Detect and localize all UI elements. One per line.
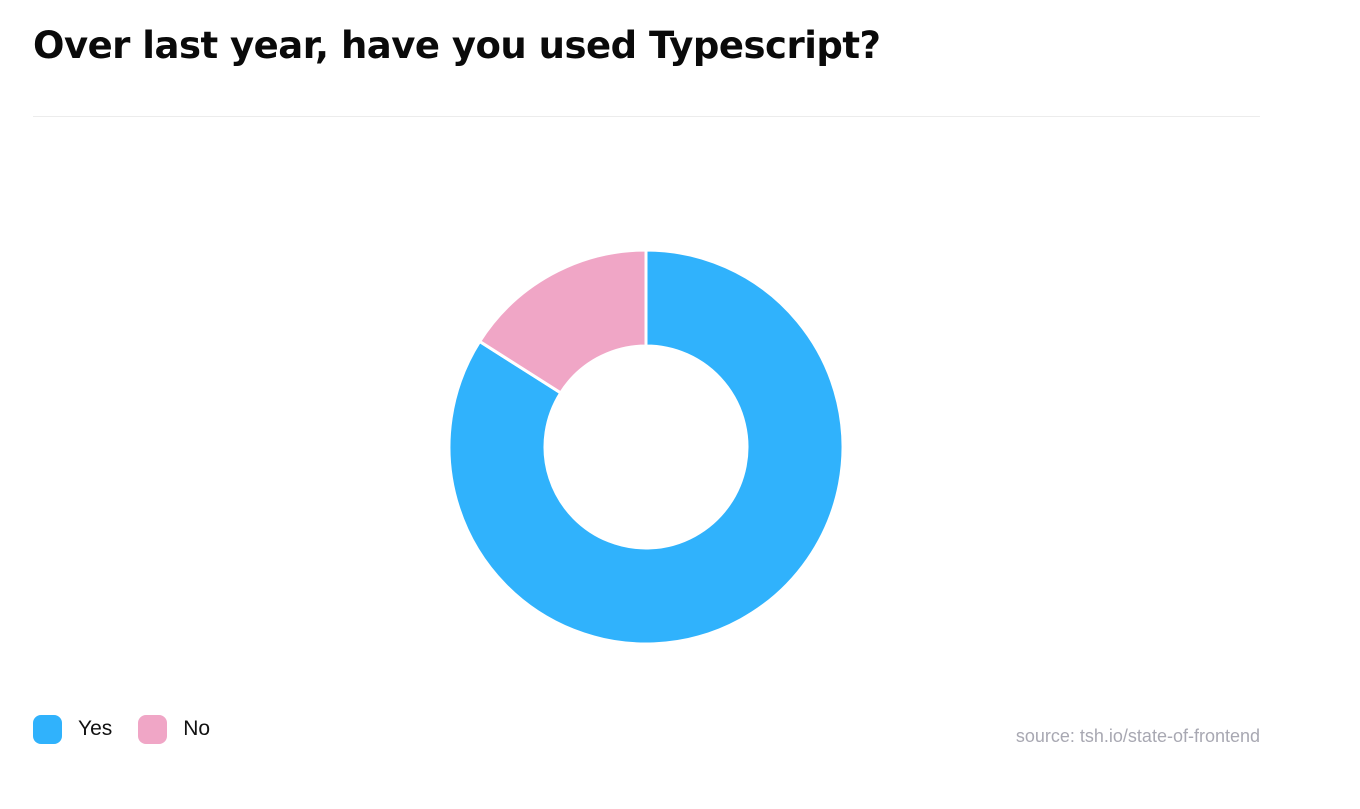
title-divider bbox=[33, 116, 1260, 117]
legend-item-no: No bbox=[138, 714, 211, 744]
chart-legend: Yes No bbox=[33, 713, 236, 745]
legend-label-no: No bbox=[183, 717, 211, 740]
legend-label-yes: Yes bbox=[78, 717, 113, 740]
chart-title: Over last year, have you used Typescript… bbox=[33, 24, 881, 67]
legend-swatch-no bbox=[138, 714, 168, 744]
legend-item-yes: Yes bbox=[33, 714, 113, 744]
donut-slice-no bbox=[477, 248, 648, 395]
legend-swatch-yes bbox=[33, 714, 62, 744]
donut-slices bbox=[447, 248, 845, 646]
source-note: source: tsh.io/state-of-frontend bbox=[1015, 726, 1260, 746]
donut-slice-yes bbox=[447, 248, 845, 646]
